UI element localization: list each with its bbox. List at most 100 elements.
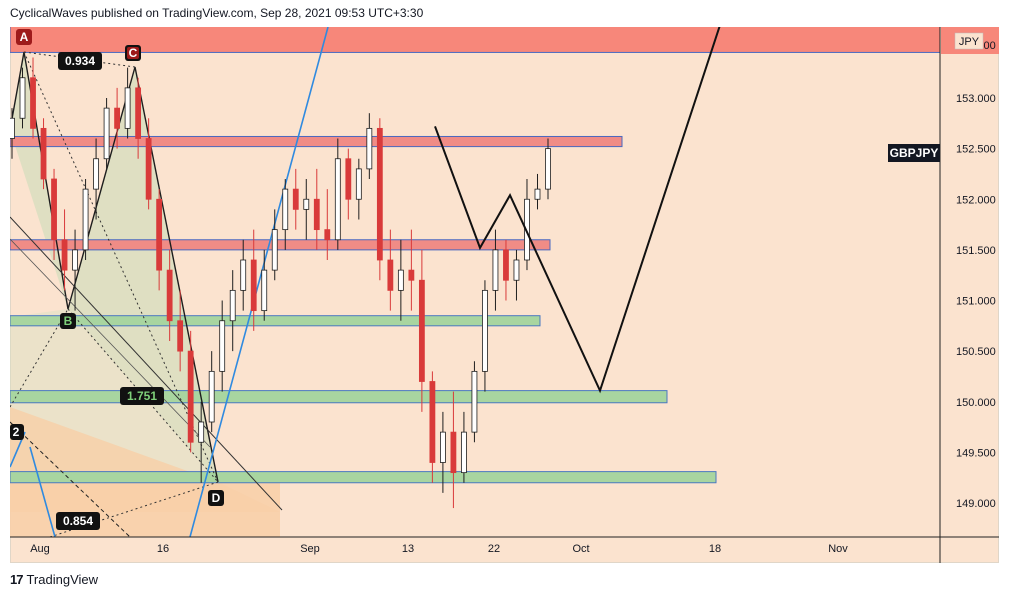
x-tick-label: Oct <box>572 543 589 555</box>
x-tick-label: Nov <box>828 543 848 555</box>
x-tick-label: Sep <box>300 543 320 555</box>
candle-body <box>513 259 520 281</box>
candle-body <box>187 350 194 443</box>
candle-body <box>492 249 499 291</box>
svg-text:JPY: JPY <box>959 36 980 48</box>
trendline-descending <box>10 216 283 511</box>
y-tick-label: 150.500 <box>956 346 996 358</box>
candle-body <box>61 239 68 271</box>
y-tick-label: 153.000 <box>956 93 996 105</box>
y-tick-label: 152.500 <box>956 144 996 156</box>
svg-text:C: C <box>129 46 138 60</box>
dotted-bd <box>67 308 219 483</box>
point-d-badge[interactable]: D <box>208 490 224 506</box>
candles-layer <box>10 57 551 509</box>
svg-text:1.751: 1.751 <box>127 389 157 403</box>
symbol-tag[interactable]: GBPJPY <box>888 144 940 162</box>
x-tick-label: Aug <box>30 543 50 555</box>
y-tick-label: 152.000 <box>956 194 996 206</box>
candle-body <box>114 107 120 129</box>
y-tick-label: 151.000 <box>956 296 996 308</box>
candle-body <box>124 87 131 129</box>
candle-body <box>240 259 247 291</box>
candle-body <box>40 127 47 180</box>
candle-body <box>324 229 331 241</box>
candle-body <box>503 249 509 281</box>
candle-body <box>471 370 478 433</box>
svg-text:A: A <box>20 30 29 44</box>
x-tick-label: 13 <box>402 543 414 555</box>
y-tick-label: 149.000 <box>956 498 996 510</box>
candle-body <box>229 289 236 322</box>
candle-body <box>250 259 257 312</box>
candle-body <box>19 77 26 119</box>
candle-body <box>282 188 289 231</box>
candle-body <box>103 107 110 160</box>
blue-left-line-2 <box>29 446 56 537</box>
candle-body <box>30 77 36 129</box>
candle-body <box>450 431 457 474</box>
y-tick-label: 150.000 <box>956 397 996 409</box>
x-tick-label: 18 <box>709 543 721 555</box>
candle-body <box>145 138 152 200</box>
plot-area[interactable]: A C B D 2 0.934 1.751 0.85 <box>10 27 940 537</box>
candle-body <box>545 148 551 190</box>
trendline-descending-2 <box>10 238 211 448</box>
zone-resistance-1 <box>10 135 623 148</box>
candle-body <box>376 127 383 261</box>
candle-body <box>135 87 142 139</box>
candle-body <box>292 188 299 210</box>
zone-support-4 <box>10 390 668 404</box>
zone-resistance-2 <box>10 239 551 251</box>
candle-body <box>418 279 425 382</box>
candle-body <box>208 370 215 423</box>
candle-body <box>271 229 278 271</box>
candle-body <box>387 259 394 291</box>
zone-support-5 <box>10 471 717 484</box>
candle-body <box>366 127 373 170</box>
candle-body <box>219 320 226 372</box>
zone-support-3 <box>10 315 541 327</box>
pattern-triangle-bcd <box>68 67 218 482</box>
zone-resistance-0 <box>10 27 940 53</box>
point-b-badge[interactable]: B <box>60 313 76 329</box>
point-c-badge[interactable]: C <box>125 45 141 61</box>
svg-text:0.934: 0.934 <box>65 54 95 68</box>
currency-badge: JPY <box>954 32 984 50</box>
footer: 17 TradingView <box>10 572 98 587</box>
point-a-badge[interactable]: A <box>16 29 32 45</box>
candle-body <box>408 269 415 281</box>
candle-body <box>355 168 362 200</box>
x-tick-label: 22 <box>488 543 500 555</box>
ratio-label-0934: 0.934 <box>58 52 102 70</box>
candle-body <box>303 198 310 210</box>
bottom-shade <box>10 482 280 537</box>
candle-body <box>82 188 89 251</box>
blue-rising-line <box>189 27 329 537</box>
candle-body <box>461 431 467 474</box>
svg-text:GBPJPY: GBPJPY <box>890 146 939 160</box>
candle-body <box>261 269 268 312</box>
candle-body <box>397 269 404 291</box>
candle-body <box>177 320 184 352</box>
candle-body <box>334 158 341 241</box>
ratio-label-1751: 1.751 <box>120 387 164 405</box>
svg-text:2: 2 <box>13 425 20 439</box>
x-tick-label: 16 <box>157 543 169 555</box>
candle-body <box>72 249 78 271</box>
svg-text:B: B <box>64 314 73 328</box>
candle-body <box>345 158 352 200</box>
candle-body <box>534 188 541 200</box>
x-axis-ticks: Aug 16 Sep 13 22 Oct 18 Nov <box>30 543 848 555</box>
svg-text:0.854: 0.854 <box>63 514 93 528</box>
candle-body <box>93 158 99 190</box>
candle-body <box>524 198 530 261</box>
publish-header: CyclicalWaves published on TradingView.c… <box>10 6 424 20</box>
candle-body <box>10 117 15 139</box>
gbpjpy-chart[interactable]: A C B D 2 0.934 1.751 0.85 <box>10 27 999 563</box>
candle-body <box>440 431 446 463</box>
point-2-badge[interactable]: 2 <box>10 424 24 440</box>
tradingview-logo-icon: 17 <box>10 572 24 587</box>
candle-body <box>51 178 57 241</box>
candle-body <box>198 421 205 443</box>
